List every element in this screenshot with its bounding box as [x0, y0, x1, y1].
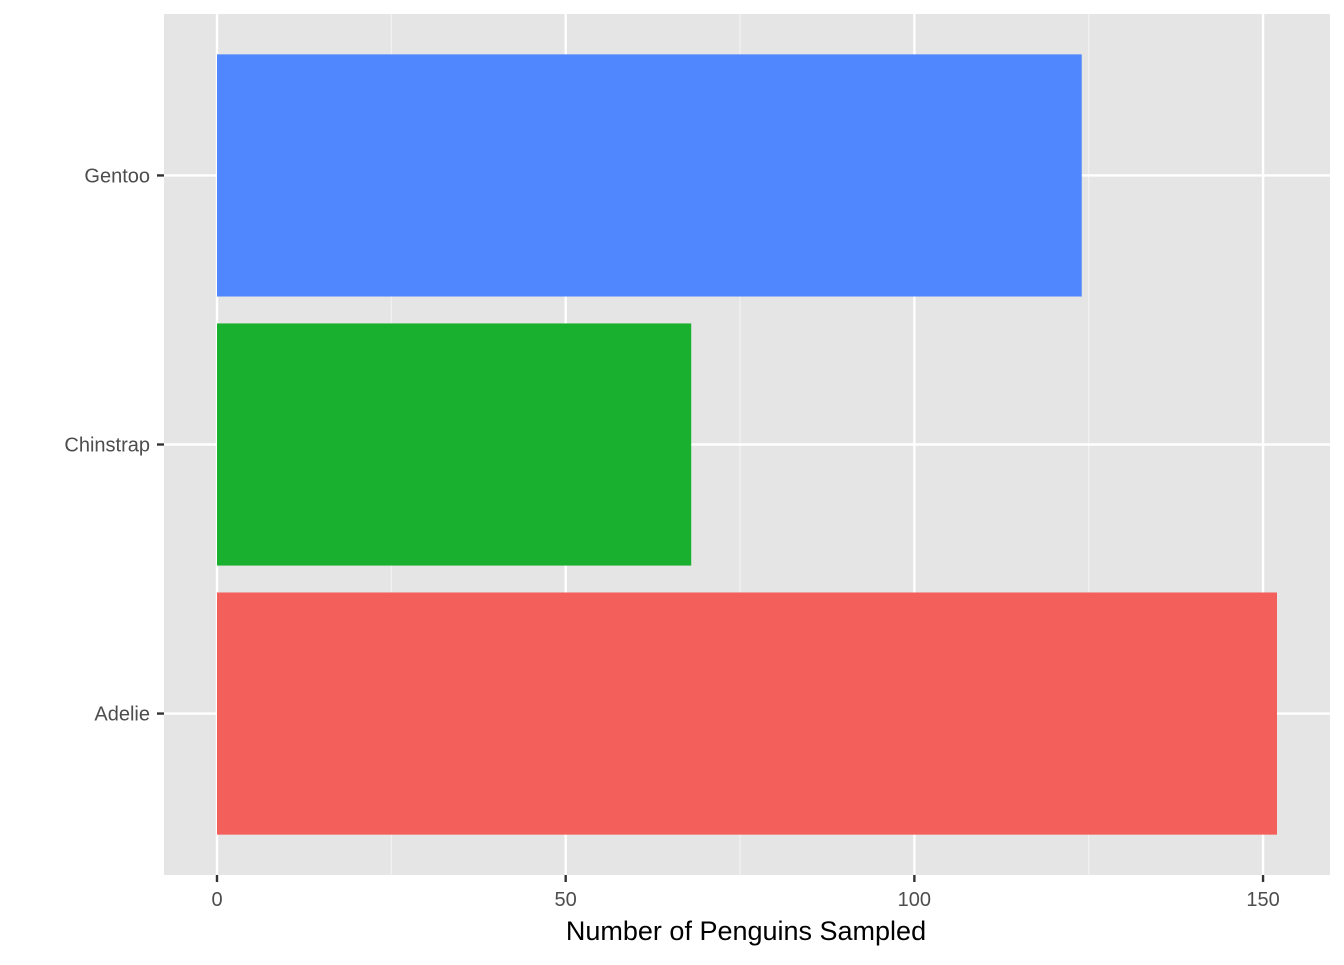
x-tick-label: 150	[1246, 889, 1279, 911]
x-tick-label: 100	[898, 889, 931, 911]
y-tick-label: Adelie	[94, 704, 150, 726]
x-axis: 0 50 100 150	[211, 875, 1280, 911]
y-tick-label: Gentoo	[84, 165, 150, 187]
bar-gentoo	[217, 54, 1082, 297]
x-axis-title: Number of Penguins Sampled	[566, 916, 926, 946]
y-axis: Adelie Chinstrap Gentoo	[64, 165, 164, 726]
bar-adelie	[217, 592, 1277, 835]
y-tick-label: Chinstrap	[64, 435, 150, 457]
x-tick-label: 50	[555, 889, 577, 911]
bar-chinstrap	[217, 323, 692, 566]
bars	[217, 54, 1277, 835]
x-tick-label: 0	[211, 889, 222, 911]
